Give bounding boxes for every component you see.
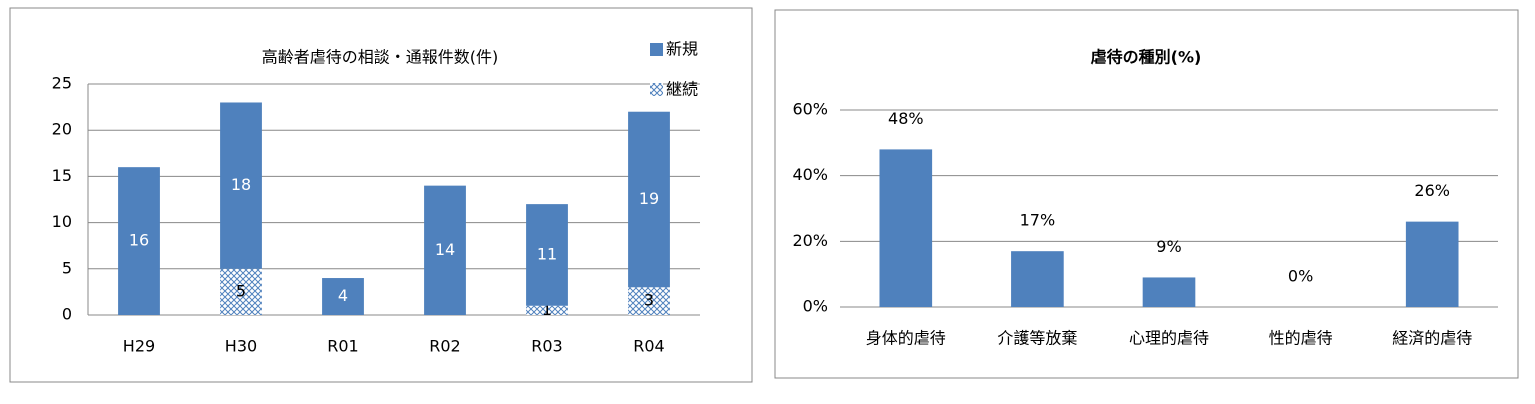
bar <box>1405 221 1459 307</box>
y-tick-label: 15 <box>52 166 72 185</box>
bar <box>1142 277 1196 307</box>
y-tick-label: 60% <box>792 100 828 119</box>
y-tick-label: 20 <box>52 120 72 139</box>
x-tick-label: R01 <box>327 337 358 356</box>
bar <box>879 149 933 307</box>
bar-segment <box>526 305 568 315</box>
legend-label: 継続 <box>666 80 698 99</box>
y-tick-label: 0 <box>62 305 72 324</box>
data-label: 1 <box>542 300 552 319</box>
x-tick-label: 身体的虐待 <box>866 329 946 348</box>
legend-label: 新規 <box>666 40 698 59</box>
bar-segment <box>526 204 568 306</box>
x-tick-label: 性的虐待 <box>1269 329 1333 348</box>
data-label: 4 <box>338 286 348 305</box>
data-label: 11 <box>537 244 557 263</box>
data-label: 26% <box>1414 181 1450 200</box>
y-tick-label: 25 <box>52 74 72 93</box>
x-tick-label: 経済的虐待 <box>1392 329 1472 348</box>
bar-segment <box>118 167 160 315</box>
data-label: 0% <box>1288 267 1313 286</box>
data-label: 5 <box>236 281 246 300</box>
y-tick-label: 20% <box>792 231 828 250</box>
chart-title: 高齢者虐待の相談・通報件数(件) <box>262 48 499 67</box>
x-tick-label: H30 <box>225 337 257 356</box>
x-tick-label: R02 <box>429 337 460 356</box>
bar-segment <box>628 287 670 315</box>
x-tick-label: H29 <box>123 337 155 356</box>
y-tick-label: 10 <box>52 212 72 231</box>
bar-segment <box>220 102 262 269</box>
data-label: 48% <box>888 109 924 128</box>
bar <box>1011 251 1064 307</box>
x-tick-label: R03 <box>531 337 562 356</box>
x-tick-label: 介護等放棄 <box>997 329 1077 348</box>
y-tick-label: 5 <box>62 258 72 277</box>
y-tick-label: 40% <box>792 165 828 184</box>
data-label: 19 <box>639 189 659 208</box>
legend-swatch <box>650 83 663 96</box>
bar-segment <box>220 268 262 315</box>
data-label: 17% <box>1020 211 1056 230</box>
chart-frame <box>9 7 753 383</box>
data-label: 16 <box>129 231 149 250</box>
data-label: 9% <box>1156 237 1181 256</box>
x-tick-label: 心理的虐待 <box>1129 329 1209 348</box>
bar-segment <box>628 111 670 288</box>
bar-segment <box>424 185 466 315</box>
data-label: 3 <box>644 291 654 310</box>
x-tick-label: R04 <box>633 337 664 356</box>
chart-frame <box>774 9 1519 379</box>
y-tick-label: 0% <box>803 297 828 316</box>
data-label: 18 <box>231 175 251 194</box>
chart-title: 虐待の種別(%) <box>1091 48 1202 67</box>
data-label: 14 <box>435 240 455 259</box>
legend-swatch <box>650 43 663 56</box>
bar-segment <box>322 278 364 315</box>
